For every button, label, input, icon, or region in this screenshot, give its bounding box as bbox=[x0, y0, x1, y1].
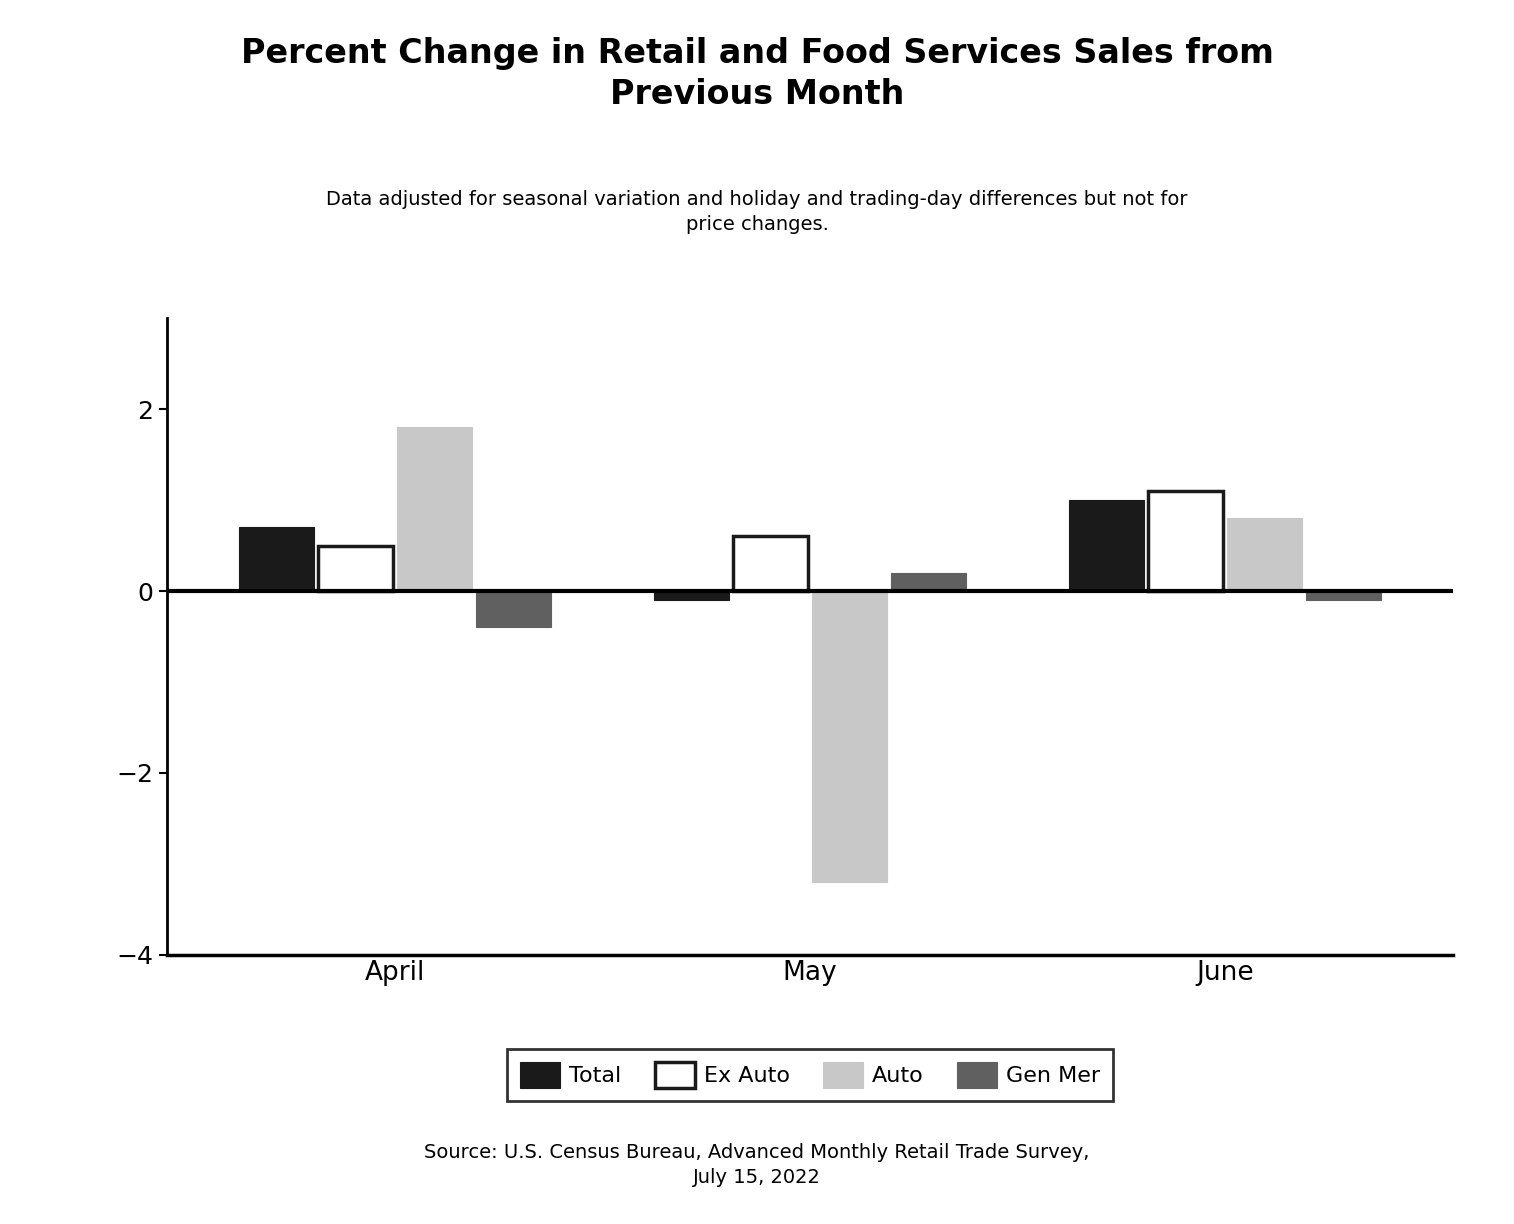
Bar bbox=[890, 573, 966, 591]
Text: Source: U.S. Census Bureau, Advanced Monthly Retail Trade Survey,
July 15, 2022: Source: U.S. Census Bureau, Advanced Mon… bbox=[424, 1143, 1090, 1187]
Bar bbox=[1228, 518, 1302, 591]
Bar bbox=[733, 536, 808, 591]
Bar bbox=[812, 591, 887, 883]
Legend: Total, Ex Auto, Auto, Gen Mer: Total, Ex Auto, Auto, Gen Mer bbox=[507, 1049, 1113, 1100]
Text: Data adjusted for seasonal variation and holiday and trading-day differences but: Data adjusted for seasonal variation and… bbox=[326, 190, 1188, 234]
Bar bbox=[397, 427, 472, 591]
Bar bbox=[1069, 501, 1145, 591]
Bar bbox=[318, 546, 392, 591]
Bar bbox=[1148, 491, 1223, 591]
Bar bbox=[239, 528, 313, 591]
Bar bbox=[654, 591, 730, 600]
Bar bbox=[475, 591, 551, 628]
Text: Percent Change in Retail and Food Services Sales from
Previous Month: Percent Change in Retail and Food Servic… bbox=[241, 37, 1273, 110]
Bar bbox=[1307, 591, 1381, 600]
